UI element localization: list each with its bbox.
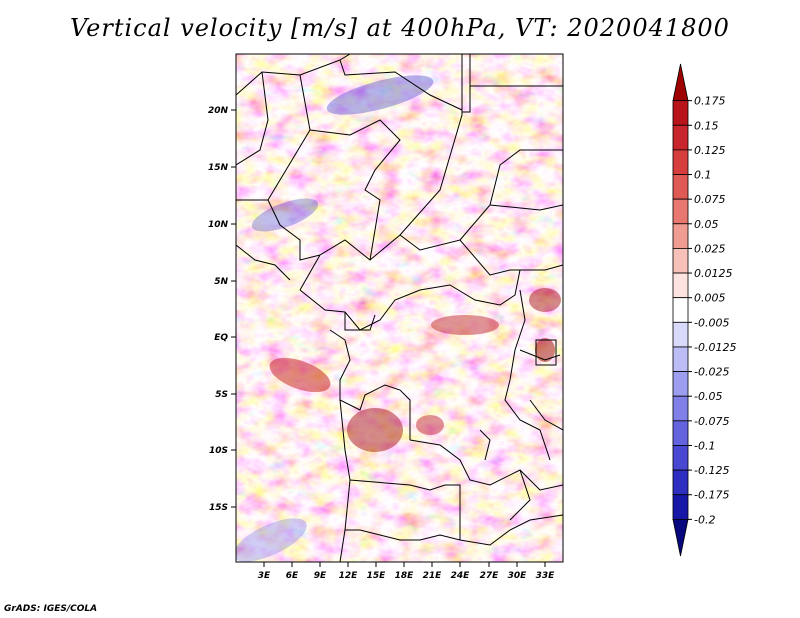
lat-tick-label: 15S <box>209 503 228 513</box>
lon-tick-label: 18E <box>395 571 415 581</box>
colorbar-label: 0.05 <box>694 218 719 231</box>
colorbar-label: -0.0125 <box>694 341 736 354</box>
colorbar-swatch <box>672 174 689 200</box>
colorbar-label: -0.005 <box>694 316 729 329</box>
lat-tick-label: 5S <box>215 390 228 400</box>
colorbar-label: 0.005 <box>694 292 726 305</box>
lon-tick-label: 9E <box>314 571 327 581</box>
lon-tick-label: 6E <box>286 571 299 581</box>
colorbar-swatch <box>672 494 689 520</box>
colorbar-label: -0.175 <box>694 489 729 502</box>
lon-tick-label: 3E <box>258 571 271 581</box>
map-frame <box>235 53 564 563</box>
lon-tick-label: 30E <box>508 571 528 581</box>
lat-tick-label: 10S <box>209 446 228 456</box>
colorbar-swatch <box>672 371 689 397</box>
colorbar-swatch <box>672 346 689 372</box>
colorbar-label: 0.175 <box>694 95 726 108</box>
lat-tick-label: 20N <box>208 106 229 116</box>
country-borders <box>236 54 563 562</box>
lon-tick-label: 21E <box>423 571 443 581</box>
colorbar-swatch <box>672 272 689 299</box>
colorbar-label: -0.1 <box>694 439 715 452</box>
longitude-axis: 3E 6E 9E 12E 15E 18E 21E 24E 27E 30E 33E <box>258 562 555 581</box>
colorbar-swatch <box>672 124 689 151</box>
colorbar-label: -0.2 <box>694 513 715 526</box>
lat-tick-label: 10N <box>208 220 229 230</box>
lon-tick-label: 24E <box>451 571 471 581</box>
colorbar-swatch <box>672 321 689 348</box>
colorbar: 0.175 0.15 0.125 0.1 0.075 0.05 0.025 0.0125 0.0… <box>672 63 736 557</box>
colorbar-swatch <box>672 469 689 496</box>
colorbar-swatch <box>672 420 689 446</box>
colorbar-label: 0.1 <box>694 169 712 182</box>
colorbar-label: 0.0125 <box>694 267 733 280</box>
lon-tick-label: 33E <box>536 571 556 581</box>
grads-credit: GrADS: IGES/COLA <box>4 604 98 614</box>
velocity-field <box>236 54 563 562</box>
lon-tick-label: 15E <box>367 571 387 581</box>
lat-tick-label: EQ <box>214 333 228 343</box>
colorbar-label: 0.125 <box>694 144 726 157</box>
colorbar-swatch <box>672 198 689 225</box>
colorbar-label: -0.025 <box>694 366 729 379</box>
colorbar-swatch <box>672 518 689 557</box>
colorbar-swatch <box>672 445 689 471</box>
colorbar-label: 0.15 <box>694 119 719 132</box>
colorbar-swatch <box>672 223 689 249</box>
colorbar-swatch <box>672 149 689 175</box>
colorbar-label: 0.075 <box>694 193 726 206</box>
lat-tick-label: 5N <box>214 277 228 287</box>
colorbar-label: -0.075 <box>694 415 729 428</box>
lon-tick-label: 27E <box>480 571 500 581</box>
colorbar-swatch <box>672 297 689 323</box>
colorbar-swatch <box>672 395 689 422</box>
colorbar-swatch <box>672 248 689 274</box>
colorbar-label: -0.125 <box>694 464 729 477</box>
colorbar-swatch <box>672 63 689 102</box>
lon-tick-label: 12E <box>339 571 359 581</box>
colorbar-label: -0.05 <box>694 390 722 403</box>
latitude-axis: 20N 15N 10N 5N EQ 5S 10S 15S <box>208 106 236 513</box>
colorbar-swatch <box>672 100 689 126</box>
map-title: Vertical velocity [m/s] at 400hPa, VT: 2… <box>70 14 730 42</box>
colorbar-label: 0.025 <box>694 242 726 255</box>
lat-tick-label: 15N <box>208 163 229 173</box>
